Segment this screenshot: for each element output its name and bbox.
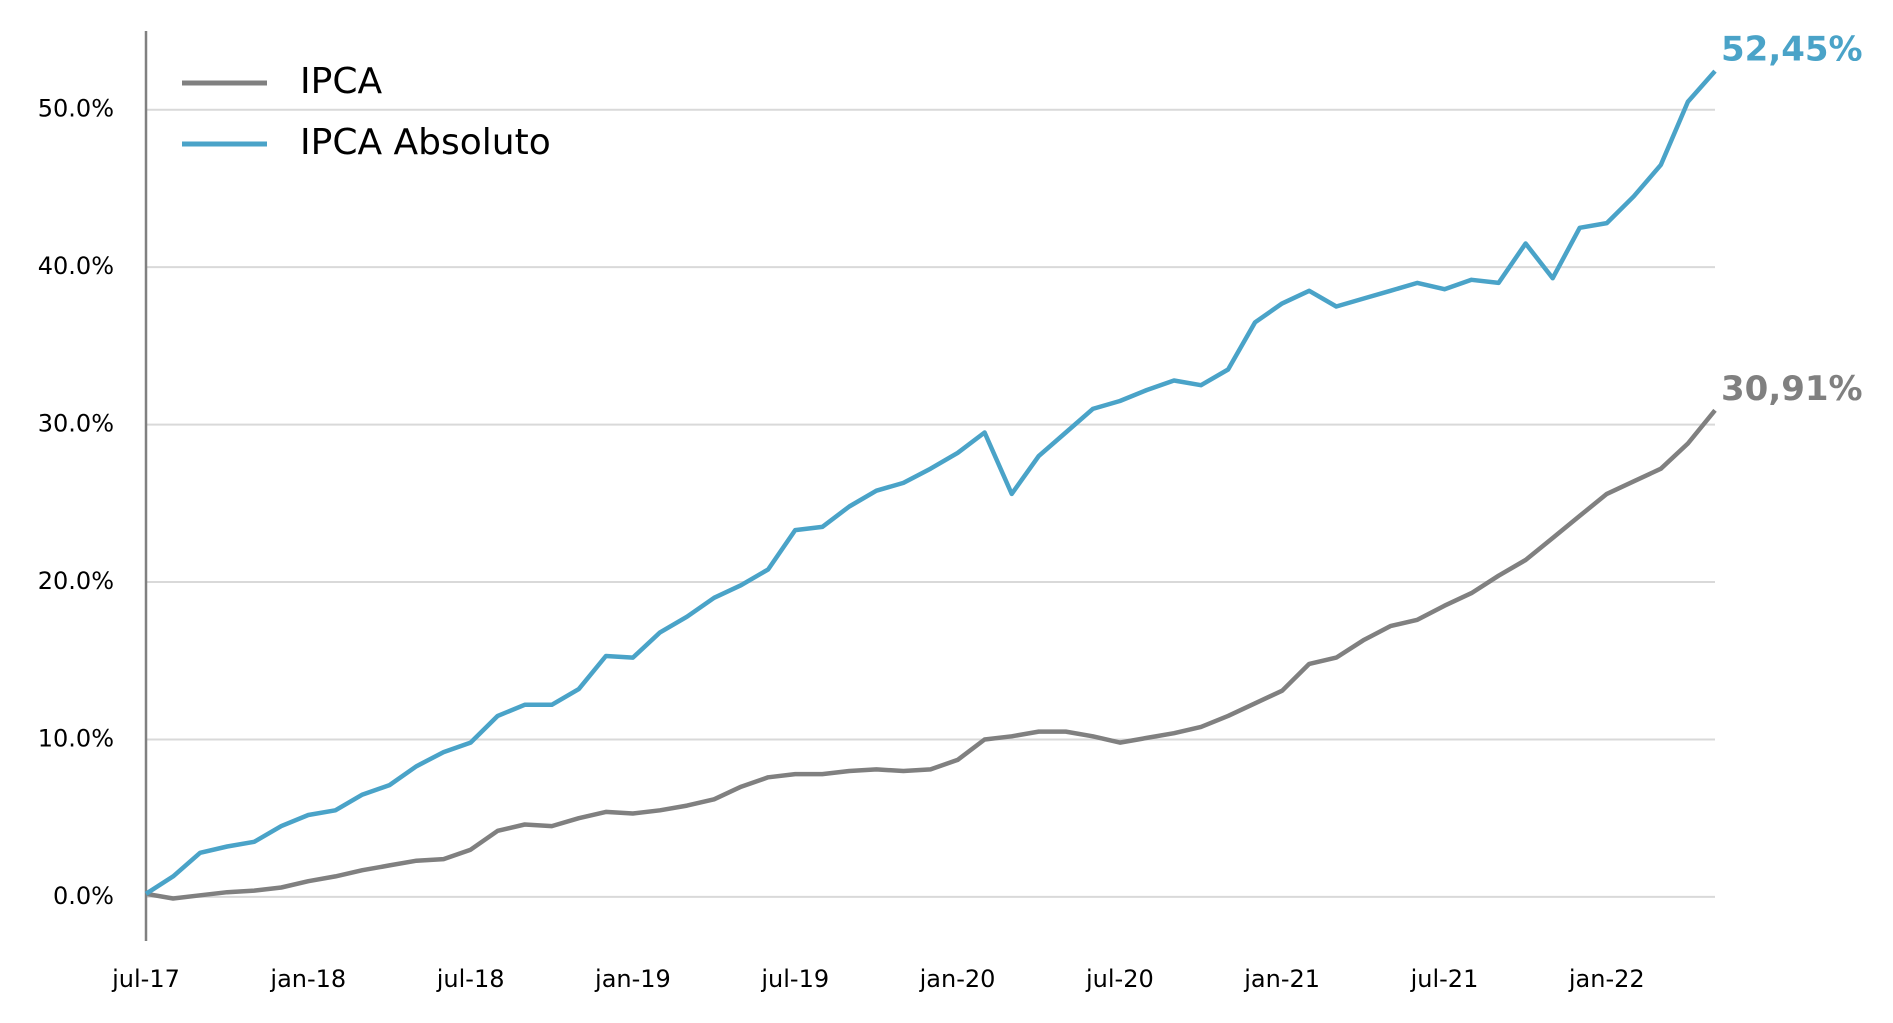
series-line bbox=[145, 408, 1717, 901]
x-tick-label: jan-21 bbox=[1243, 965, 1320, 993]
x-tick-label: jul-21 bbox=[1410, 965, 1479, 993]
y-tick-label: 0.0% bbox=[53, 882, 114, 910]
y-tick-label: 20.0% bbox=[38, 567, 114, 595]
legend-label: IPCA bbox=[300, 61, 382, 102]
series-line bbox=[144, 69, 1717, 896]
y-tick-label: 30.0% bbox=[38, 410, 114, 438]
end-label: 52,45% bbox=[1721, 30, 1863, 70]
x-tick-label: jan-22 bbox=[1568, 965, 1645, 993]
x-tick-label: jul-17 bbox=[111, 965, 180, 993]
y-tick-label: 40.0% bbox=[38, 252, 114, 280]
x-tick-label: jul-19 bbox=[760, 965, 829, 993]
x-tick-label: jan-19 bbox=[594, 965, 671, 993]
y-tick-label: 10.0% bbox=[38, 724, 114, 752]
legend-label: IPCA Absoluto bbox=[300, 122, 551, 163]
end-label: 30,91% bbox=[1721, 369, 1863, 409]
x-tick-label: jan-18 bbox=[269, 965, 346, 993]
y-tick-label: 50.0% bbox=[38, 95, 114, 123]
x-tick-label: jul-18 bbox=[436, 965, 505, 993]
x-tick-label: jan-20 bbox=[919, 965, 996, 993]
x-tick-label: jul-20 bbox=[1085, 965, 1154, 993]
